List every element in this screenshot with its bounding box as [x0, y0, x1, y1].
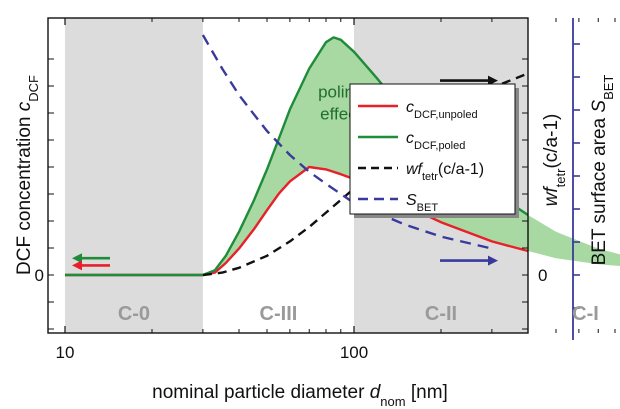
x-tick-label: 100 [340, 343, 368, 362]
legend-label-unpoled: cDCF,unpoled [406, 99, 478, 121]
arrow-wf-head [488, 75, 498, 86]
legend-label-poled: cDCF,poled [406, 130, 465, 152]
arrow-poled-head [72, 253, 82, 264]
legend-label-wf: wftetr(c/a-1) [406, 161, 484, 183]
x-axis-title: nominal particle diameter dnom [nm] [152, 382, 448, 409]
arrow-unpoled-head [72, 260, 82, 271]
plot-border [47, 17, 529, 334]
region-label-C-III: C-III [260, 303, 298, 325]
y-left-tick-label: 0 [35, 266, 44, 285]
bet-axis-title: BET surface area SBET [589, 75, 616, 266]
legend: cDCF,unpoled cDCF,poled wftetr(c/a-1) SBET [349, 83, 519, 218]
plot-frame [47, 17, 616, 340]
region-shade-C-0 [65, 18, 203, 333]
y-left-axis-title: DCF concentration cDCF [14, 75, 41, 275]
legend-label-sbet: SBET [406, 192, 438, 214]
region-label-C-II: C-II [425, 303, 457, 325]
region-label-C-I: C-I [572, 303, 599, 325]
region-label-C-0: C-0 [118, 303, 150, 325]
chart-labels: 10100100000nominal particle diameter dno… [14, 75, 616, 409]
y-right-tick-label: 0 [538, 266, 547, 285]
arrow-sbet-head [488, 255, 498, 266]
x-tick-label: 10 [56, 343, 75, 362]
y-right-axis-title: wftetr(c/a-1) [541, 114, 568, 207]
